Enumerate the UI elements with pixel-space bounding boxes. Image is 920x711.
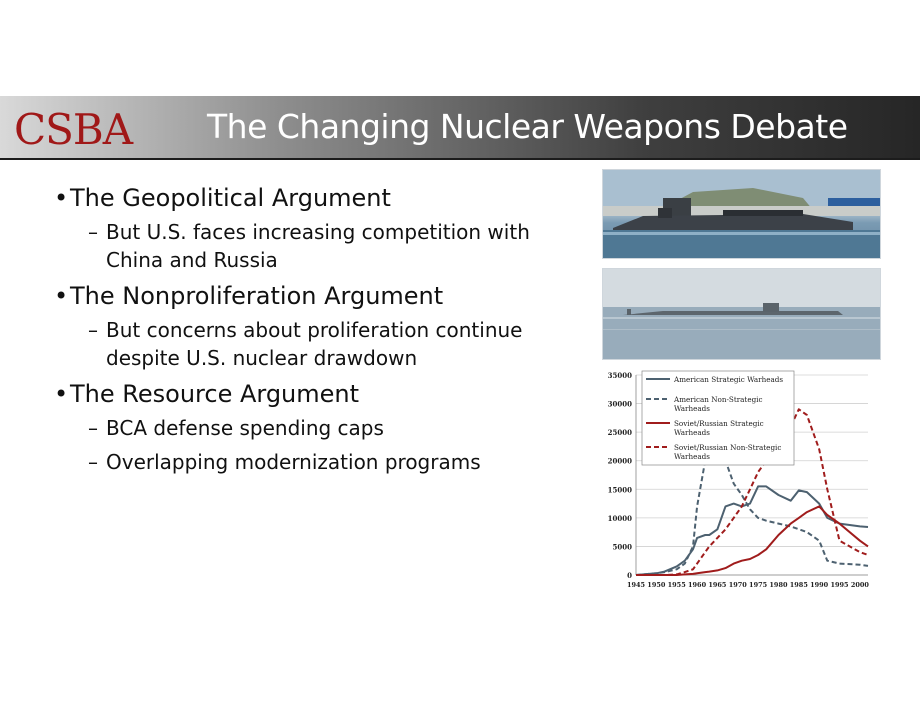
bullet-nonproliferation: The Nonproliferation Argument [54,280,594,312]
legend-label: American Strategic Warheads [673,375,783,384]
y-tick-label: 35000 [608,371,632,380]
x-tick-label: 1995 [830,581,849,589]
header-bar [0,96,920,159]
sub-bullet-competition: But U.S. faces increasing competition wi… [88,218,594,274]
legend-label: Warheads [674,452,710,461]
csba-logo: CSBA [14,105,133,154]
slide-title: The Changing Nuclear Weapons Debate [207,107,848,146]
x-tick-label: 2000 [851,581,870,589]
legend-label: Warheads [674,428,710,437]
sub-bullet-modernization: Overlapping modernization programs [88,448,594,476]
bullet-geopolitical: The Geopolitical Argument [54,182,594,214]
legend-box [641,370,795,466]
y-tick-label: 10000 [608,514,632,523]
sub-bullet-line-2: China and Russia [106,248,278,272]
bullet-list: The Geopolitical Argument But U.S. faces… [54,182,594,476]
legend-label: Warheads [674,404,710,413]
legend-label: American Non-Strategic [673,395,763,404]
y-tick-label: 20000 [608,457,632,466]
submarine-at-sea-photo [602,268,881,360]
series-line [636,505,869,576]
bullet-resource: The Resource Argument [54,378,594,410]
x-tick-label: 1945 [627,581,646,589]
y-tick-label: 5000 [613,542,633,551]
y-tick-label: 25000 [608,428,632,437]
y-tick-label: 15000 [608,485,632,494]
x-tick-label: 1965 [708,581,727,589]
sub-bullet-line-1: But concerns about proliferation continu… [106,318,523,342]
sub-bullet-line-1: But U.S. faces increasing competition wi… [106,220,530,244]
y-tick-label: 0 [627,571,632,580]
sub-bullet-bca: BCA defense spending caps [88,414,594,442]
x-tick-label: 1950 [647,581,666,589]
series-line [636,408,869,576]
legend-label: Soviet/Russian Non-Strategic [674,443,781,452]
x-tick-label: 1955 [668,581,687,589]
sub-bullet-line-2: despite U.S. nuclear drawdown [106,346,418,370]
x-tick-label: 1960 [688,581,707,589]
x-tick-label: 1985 [790,581,809,589]
series-line [635,442,869,576]
sub-bullet-proliferation: But concerns about proliferation continu… [88,316,594,372]
x-tick-label: 1980 [769,581,788,589]
submarine-dock-photo [602,169,881,259]
header-divider [0,158,920,160]
x-tick-label: 1970 [729,581,748,589]
x-tick-label: 1975 [749,581,768,589]
y-tick-label: 30000 [608,400,632,409]
legend-label: Soviet/Russian Strategic [674,419,764,428]
x-tick-label: 1990 [810,581,829,589]
